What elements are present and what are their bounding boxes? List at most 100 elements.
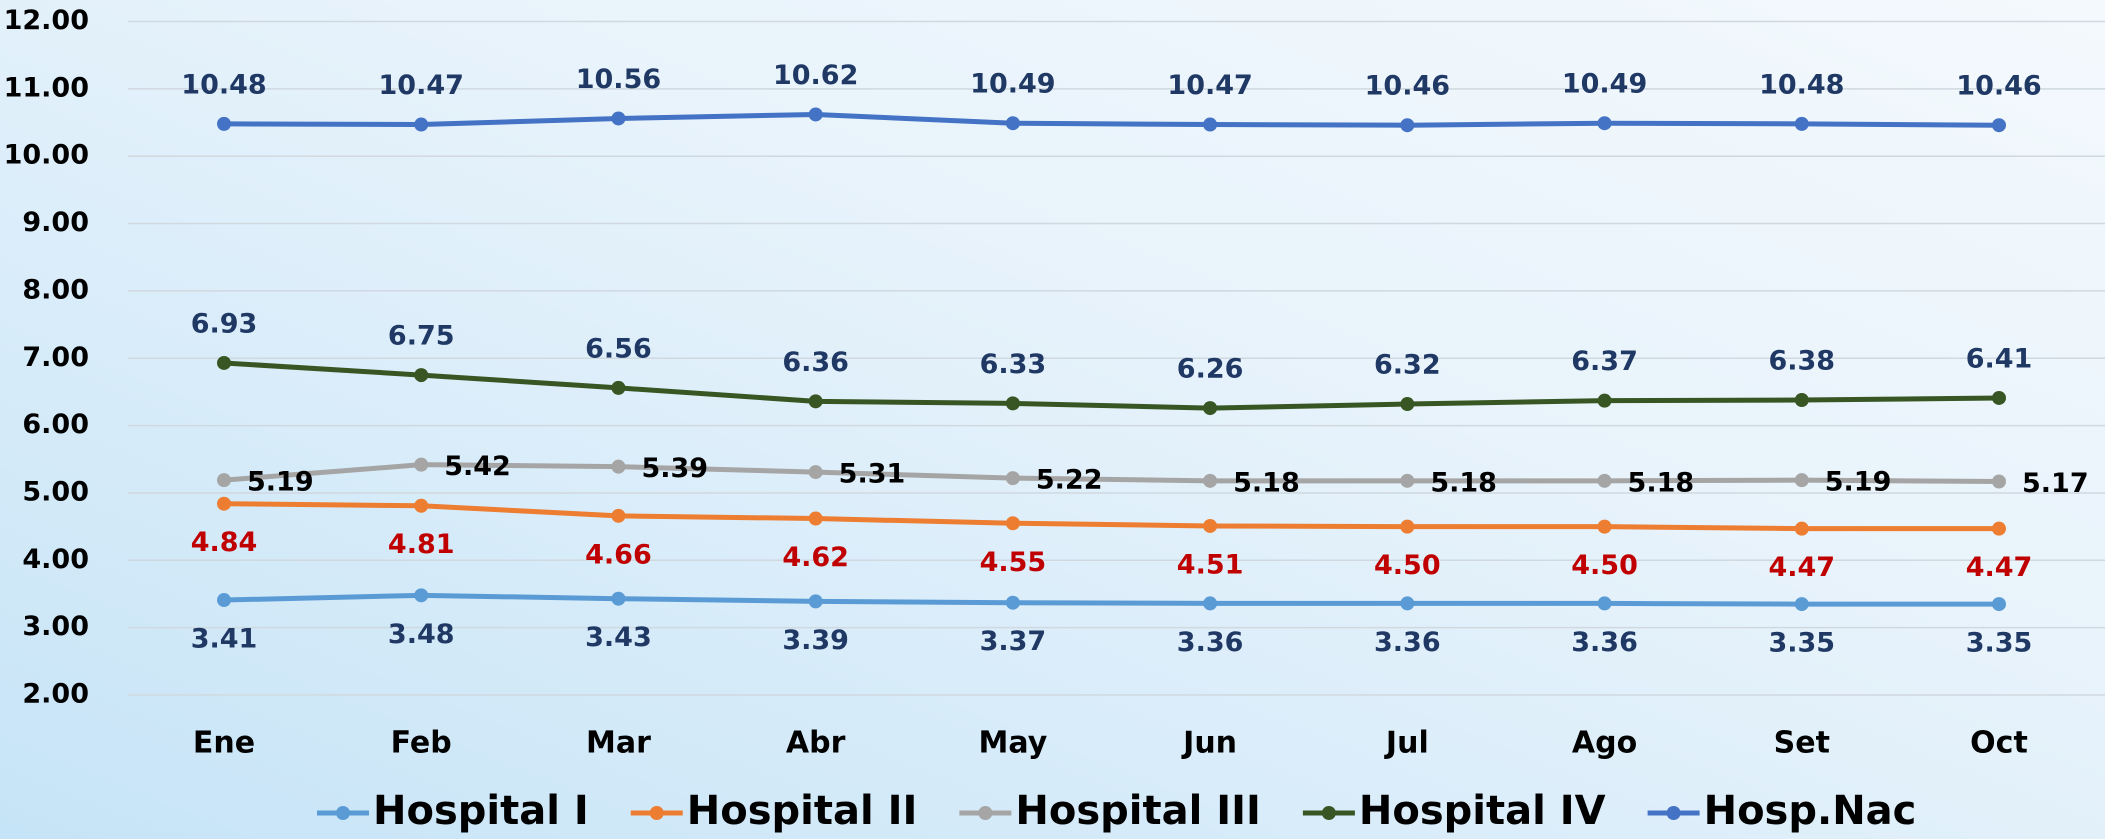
x-tick-label: Jul bbox=[1384, 726, 1429, 761]
data-label: 4.50 bbox=[1571, 550, 1638, 581]
y-tick-label: 11.00 bbox=[4, 72, 89, 103]
data-label: 3.41 bbox=[191, 624, 258, 655]
data-label: 3.48 bbox=[388, 619, 455, 650]
series-line bbox=[223, 592, 1999, 607]
point bbox=[1597, 596, 1612, 611]
point bbox=[1794, 473, 1809, 488]
point bbox=[414, 498, 429, 513]
data-label: 10.56 bbox=[576, 64, 661, 95]
point bbox=[1992, 597, 2006, 612]
legend-marker bbox=[649, 806, 664, 820]
data-label: 4.84 bbox=[191, 527, 258, 558]
data-label: 4.62 bbox=[782, 542, 849, 573]
data-label: 10.62 bbox=[773, 60, 858, 91]
y-tick-label: 6.00 bbox=[22, 409, 89, 440]
legend-label: Hospital IV bbox=[1359, 788, 1606, 834]
y-tick-label: 2.00 bbox=[22, 679, 89, 710]
data-label: 5.17 bbox=[2022, 468, 2089, 499]
point bbox=[1597, 519, 1612, 534]
legend-marker bbox=[978, 806, 993, 820]
data-label: 4.51 bbox=[1177, 549, 1244, 580]
point bbox=[1597, 393, 1612, 408]
point bbox=[1794, 521, 1809, 536]
point bbox=[1992, 521, 2006, 536]
legend-marker bbox=[1666, 806, 1681, 820]
point bbox=[1400, 596, 1415, 611]
point bbox=[611, 111, 626, 126]
point bbox=[414, 117, 429, 132]
point bbox=[217, 116, 231, 131]
legend-marker bbox=[1321, 806, 1336, 820]
point bbox=[1794, 116, 1809, 131]
data-label: 5.31 bbox=[839, 459, 906, 490]
data-label: 5.18 bbox=[1430, 467, 1497, 498]
y-tick-label: 3.00 bbox=[22, 611, 89, 642]
data-label: 10.49 bbox=[1562, 69, 1647, 100]
data-label: 5.42 bbox=[444, 451, 511, 482]
data-label: 6.32 bbox=[1374, 350, 1441, 381]
data-label: 6.36 bbox=[782, 347, 849, 378]
y-tick-label: 7.00 bbox=[22, 342, 89, 373]
data-label: 6.38 bbox=[1768, 346, 1835, 377]
legend-label: Hospital I bbox=[373, 788, 589, 834]
data-label: 5.22 bbox=[1036, 465, 1103, 496]
data-label: 5.39 bbox=[641, 453, 708, 484]
point bbox=[1400, 473, 1415, 488]
point bbox=[808, 511, 823, 526]
data-label: 4.55 bbox=[980, 547, 1047, 578]
data-label: 6.56 bbox=[585, 333, 652, 364]
data-label: 10.46 bbox=[1956, 71, 2041, 102]
point bbox=[1005, 595, 1020, 610]
series-line bbox=[223, 111, 2000, 128]
data-label: 5.18 bbox=[1233, 467, 1300, 498]
data-label: 3.37 bbox=[980, 626, 1047, 657]
data-label: 5.19 bbox=[247, 467, 314, 498]
data-label: 3.36 bbox=[1374, 627, 1441, 658]
point bbox=[1400, 519, 1415, 534]
data-label: 10.47 bbox=[1167, 70, 1252, 101]
point bbox=[808, 394, 823, 409]
point bbox=[1005, 516, 1020, 531]
point bbox=[808, 465, 823, 480]
data-label: 4.81 bbox=[388, 529, 455, 560]
point bbox=[1005, 471, 1020, 486]
data-label: 3.43 bbox=[585, 622, 652, 653]
x-tick-label: Ene bbox=[193, 726, 255, 761]
point bbox=[1597, 473, 1612, 488]
y-tick-label: 8.00 bbox=[22, 274, 89, 305]
data-label: 5.18 bbox=[1628, 467, 1695, 498]
series-line bbox=[223, 501, 1999, 532]
point bbox=[1203, 401, 1218, 416]
x-tick-label: Oct bbox=[1970, 726, 2028, 761]
data-label: 6.41 bbox=[1966, 343, 2033, 374]
point bbox=[414, 588, 429, 603]
x-tick-label: Ago bbox=[1572, 726, 1637, 761]
y-tick-label: 12.00 bbox=[4, 5, 89, 36]
point bbox=[217, 473, 231, 488]
point bbox=[611, 591, 626, 606]
data-label: 10.48 bbox=[181, 69, 266, 100]
point bbox=[611, 459, 626, 474]
data-label: 4.66 bbox=[585, 539, 652, 570]
point bbox=[1005, 116, 1020, 131]
point bbox=[1597, 116, 1612, 131]
data-label: 3.35 bbox=[1768, 628, 1835, 659]
x-tick-label: Jun bbox=[1181, 726, 1237, 761]
point bbox=[1992, 118, 2006, 133]
point bbox=[1203, 518, 1218, 533]
legend: Hospital I Hospital II Hospital III Hospita… bbox=[317, 788, 1916, 834]
data-label: 6.33 bbox=[980, 349, 1047, 380]
point bbox=[217, 593, 231, 608]
series-line bbox=[223, 462, 2000, 484]
data-label: 10.46 bbox=[1365, 71, 1450, 102]
point bbox=[217, 496, 231, 511]
point bbox=[611, 508, 626, 523]
data-label: 6.26 bbox=[1177, 354, 1244, 385]
data-label: 3.36 bbox=[1571, 627, 1638, 658]
x-tick-label: Set bbox=[1774, 726, 1830, 761]
point bbox=[1992, 474, 2006, 489]
point bbox=[808, 594, 823, 609]
data-label: 10.47 bbox=[379, 70, 464, 101]
